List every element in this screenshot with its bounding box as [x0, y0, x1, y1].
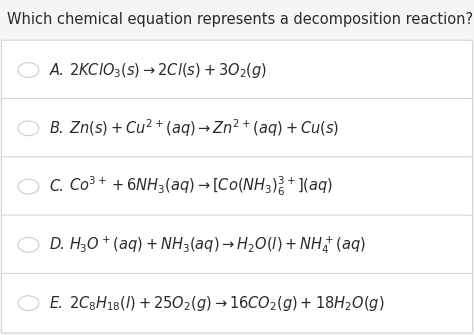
FancyBboxPatch shape — [1, 273, 473, 333]
FancyBboxPatch shape — [1, 40, 473, 100]
Text: $H_3O^+(aq) + NH_3(aq) \rightarrow H_2O(l) + NH_4^+(aq)$: $H_3O^+(aq) + NH_3(aq) \rightarrow H_2O(… — [69, 234, 366, 256]
Text: C.: C. — [50, 179, 64, 194]
Text: D.: D. — [50, 238, 65, 252]
Text: Which chemical equation represents a decomposition reaction?: Which chemical equation represents a dec… — [7, 12, 473, 27]
FancyBboxPatch shape — [1, 157, 473, 216]
Text: $2C_8H_{18}(l) + 25O_2(g) \rightarrow 16CO_2(g) + 18H_2O(g)$: $2C_8H_{18}(l) + 25O_2(g) \rightarrow 16… — [69, 294, 384, 313]
Text: $2KClO_3(s) \rightarrow 2Cl(s) + 3O_2(g)$: $2KClO_3(s) \rightarrow 2Cl(s) + 3O_2(g)… — [69, 61, 267, 79]
Text: A.: A. — [50, 63, 64, 77]
Text: B.: B. — [50, 121, 64, 136]
Text: E.: E. — [50, 296, 64, 311]
FancyBboxPatch shape — [1, 215, 473, 275]
Text: $Co^{3+} + 6NH_3(aq) \rightarrow [Co(NH_3)_6^{3+}](aq)$: $Co^{3+} + 6NH_3(aq) \rightarrow [Co(NH_… — [69, 175, 333, 198]
Text: $Zn(s) + Cu^{2+}(aq) \rightarrow Zn^{2+}(aq) + Cu(s)$: $Zn(s) + Cu^{2+}(aq) \rightarrow Zn^{2+}… — [69, 118, 339, 139]
FancyBboxPatch shape — [1, 98, 473, 158]
